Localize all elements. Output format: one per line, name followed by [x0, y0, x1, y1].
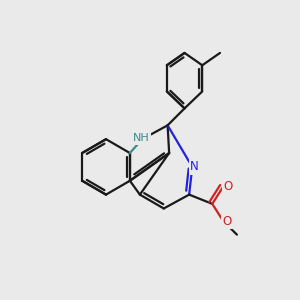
Text: NH: NH [133, 134, 150, 143]
Text: O: O [222, 215, 232, 228]
Text: N: N [190, 160, 199, 173]
Text: O: O [223, 180, 232, 193]
